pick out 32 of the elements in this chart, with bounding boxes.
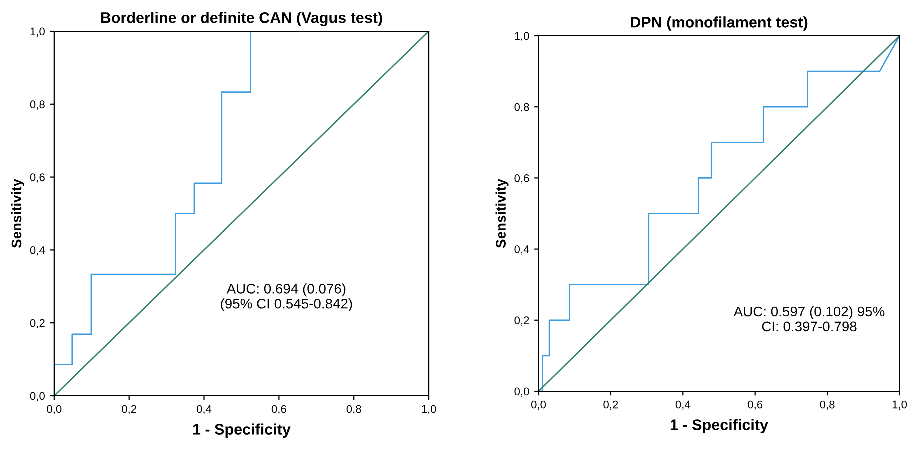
x-tick-label: 0,0 <box>531 400 546 410</box>
y-tick-label: 0,2 <box>30 319 45 329</box>
y-tick-label: 0,4 <box>30 246 46 256</box>
y-tick-label: 0,2 <box>514 316 530 326</box>
y-tick-label: 0,8 <box>30 100 45 110</box>
x-tick-label: 0,8 <box>820 400 835 410</box>
x-axis-title: 1 - Specificity <box>670 419 768 434</box>
y-tick-label: 0,8 <box>514 103 530 113</box>
annotation: AUC: 0.597 (0.102) 95% CI: 0.397-0.798 <box>734 306 885 332</box>
x-tick-label: 0,6 <box>272 405 286 414</box>
y-axis-title: Sensitivity <box>496 179 509 248</box>
chart-title: DPN (monofilament test) <box>631 16 808 31</box>
y-tick-label: 1,0 <box>30 28 45 37</box>
y-tick-label: 0,6 <box>30 174 45 183</box>
y-tick-label: 0,4 <box>514 246 530 255</box>
x-tick-label: 0,4 <box>196 405 212 414</box>
y-axis-title: Sensitivity <box>11 179 24 248</box>
x-axis-title: 1 - Specificity <box>193 424 291 438</box>
x-tick-label: 0,4 <box>676 400 691 410</box>
x-tick-label: 1,0 <box>892 400 907 410</box>
x-tick-label: 0,2 <box>604 400 618 410</box>
annotation: AUC: 0.694 (0.076) (95% CI 0.545-0.842) <box>221 284 352 312</box>
y-tick-label: 0,6 <box>514 174 530 184</box>
x-tick-label: 0,6 <box>748 400 763 410</box>
x-tick-label: 1,0 <box>422 405 436 414</box>
x-tick-label: 0,0 <box>47 405 62 414</box>
y-tick-label: 0,0 <box>514 388 530 397</box>
x-tick-label: 0,8 <box>346 405 362 414</box>
y-tick-label: 0,0 <box>30 392 45 402</box>
chart-title: Borderline or definite CAN (Vagus test) <box>101 12 382 26</box>
y-tick-label: 1,0 <box>515 32 530 42</box>
x-tick-label: 0,2 <box>122 405 137 414</box>
